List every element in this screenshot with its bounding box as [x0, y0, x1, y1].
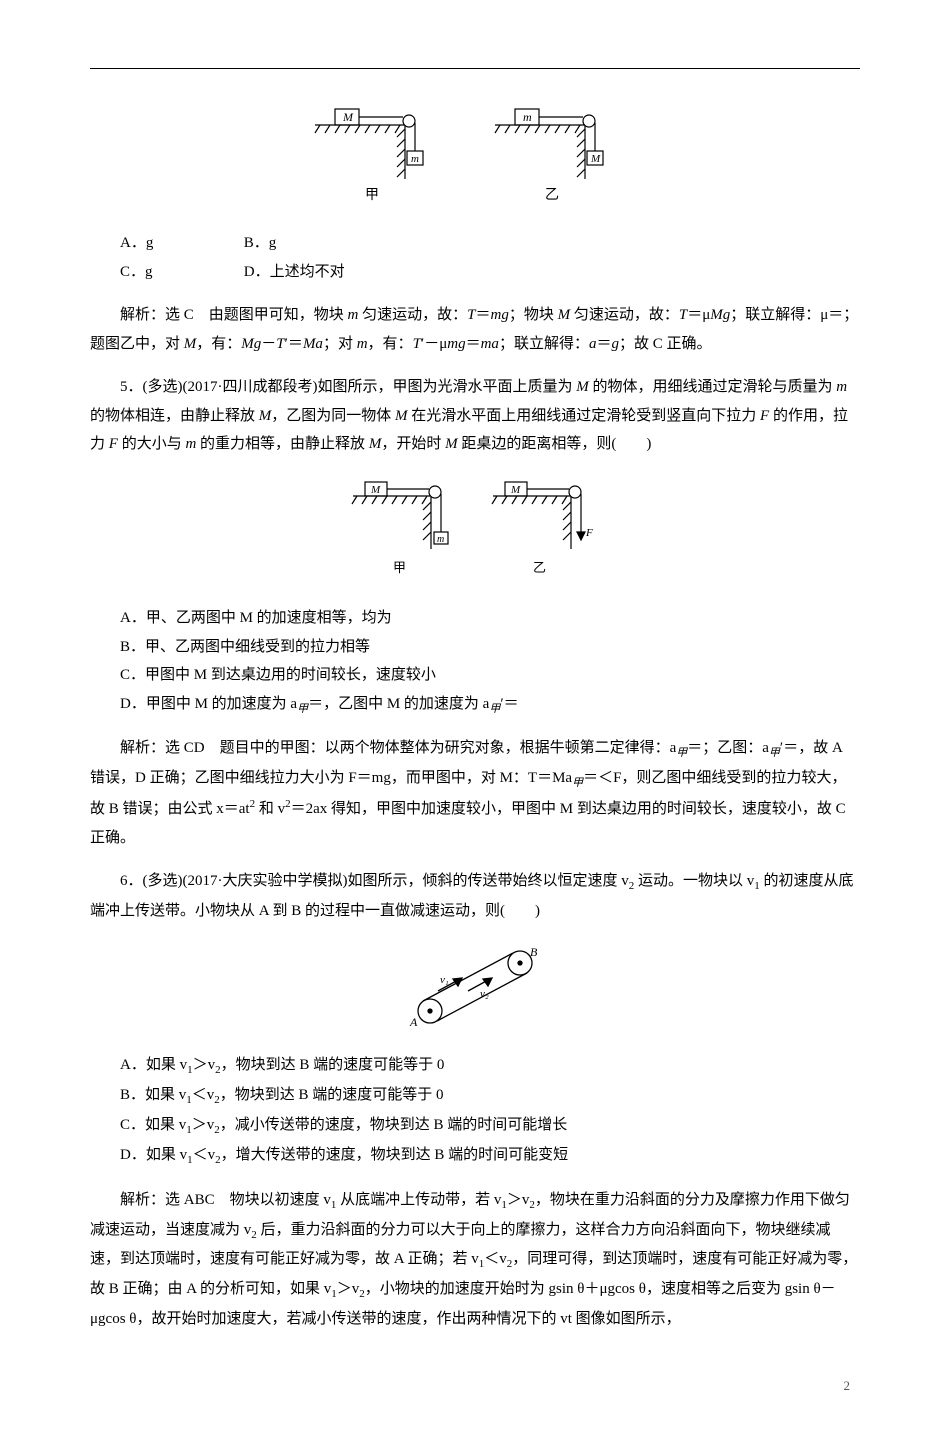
label-m: m [411, 153, 419, 165]
q6-opt-d: D．如果 v1＜v2，增大传送带的速度，物块到达 B 端的时间可能变短 [90, 1141, 860, 1171]
svg-text:B: B [530, 945, 538, 959]
q4-options-row2: C．g D．上述均不对 [90, 258, 860, 287]
q5-opt-d: D．甲图中 M 的加速度为 a甲＝，乙图中 M 的加速度为 a甲′＝ [90, 690, 860, 720]
q4-opt-a: A．g [120, 229, 240, 258]
svg-text:m: m [437, 534, 444, 545]
q5-opt-a: A．甲、乙两图中 M 的加速度相等，均为 [90, 604, 860, 633]
svg-text:乙: 乙 [533, 560, 546, 575]
q4-opt-c: C．g [120, 258, 240, 287]
svg-text:A: A [409, 1015, 418, 1029]
q4-opt-b: B．g [244, 229, 364, 258]
svg-text:v₂: v₂ [480, 988, 489, 1000]
svg-text:F: F [585, 527, 593, 539]
svg-text:v₁: v₁ [440, 974, 449, 986]
label-m2: m [523, 110, 532, 124]
q4-opt-d: D．上述均不对 [244, 258, 345, 287]
q5-opt-c: C．甲图中 M 到达桌边用的时间较长，速度较小 [90, 661, 860, 690]
svg-text:M: M [370, 484, 381, 496]
label-M2: M [590, 153, 601, 165]
q5-opt-b: B．甲、乙两图中细线受到的拉力相等 [90, 633, 860, 662]
q4-answer: 解析：选 C 由题图甲可知，物块 m 匀速运动，故：T＝mg；物块 M 匀速运动… [90, 301, 860, 358]
q6-opt-b: B．如果 v1＜v2，物块到达 B 端的速度可能等于 0 [90, 1081, 860, 1111]
top-rule [90, 68, 860, 69]
q5-stem: 5．(多选)(2017·四川成都段考)如图所示，甲图为光滑水平面上质量为 M 的… [90, 373, 860, 459]
q5-answer: 解析：选 CD 题目中的甲图：以两个物体整体为研究对象，根据牛顿第二定律得：a甲… [90, 734, 860, 852]
q6-answer: 解析：选 ABC 物块以初速度 v1 从底端冲上传动带，若 v1＞v2，物块在重… [90, 1186, 860, 1334]
q6-opt-a: A．如果 v1＞v2，物块到达 B 端的速度可能等于 0 [90, 1051, 860, 1081]
label-yi: 乙 [545, 187, 559, 203]
q6-figure: A B v₁ v₂ [90, 941, 860, 1042]
svg-text:M: M [510, 484, 521, 496]
label-jia: 甲 [365, 188, 379, 203]
label-M: M [342, 110, 354, 124]
q5-figure: M m 甲 M F 乙 [90, 474, 860, 595]
q4-figure: M m 甲 m M 乙 [90, 99, 860, 220]
q4-options-row1: A．g B．g [90, 229, 860, 258]
page-number: 2 [90, 1374, 860, 1399]
svg-text:甲: 甲 [393, 560, 406, 575]
q6-stem: 6．(多选)(2017·大庆实验中学模拟)如图所示，倾斜的传送带始终以恒定速度 … [90, 867, 860, 925]
q6-opt-c: C．如果 v1＞v2，减小传送带的速度，物块到达 B 端的时间可能增长 [90, 1111, 860, 1141]
